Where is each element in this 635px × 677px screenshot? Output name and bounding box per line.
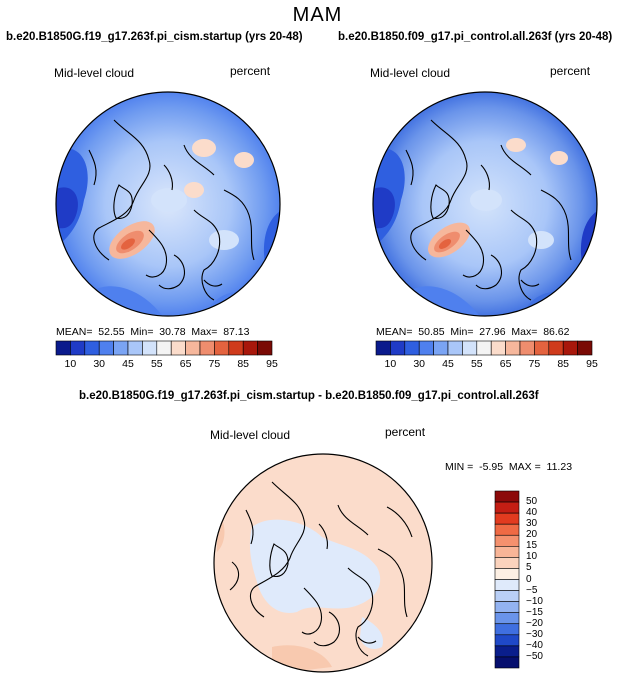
panel-1-units: percent: [230, 64, 271, 78]
colorbar-tick-label: 5: [526, 562, 532, 574]
colorbar-swatch: [418, 340, 434, 356]
panel-3-units: percent: [385, 425, 426, 439]
colorbar-swatch: [519, 340, 535, 356]
colorbar-tick-label: −30: [526, 628, 543, 640]
colorbar-tick-label: 55: [470, 358, 483, 370]
colorbar-swatch: [127, 340, 143, 356]
colorbar-swatch: [548, 340, 564, 356]
colorbar-swatch: [257, 340, 273, 356]
panel-1-polar-map: [55, 91, 281, 317]
colorbar-swatch: [494, 601, 520, 613]
colorbar-swatch: [494, 645, 520, 658]
panel-2-colorbar: [375, 340, 593, 356]
colorbar-swatch: [113, 340, 129, 356]
colorbar-swatch: [242, 340, 258, 356]
colorbar-tick-label: 10: [526, 551, 538, 563]
colorbar-swatch: [476, 340, 492, 356]
colorbar-swatch: [505, 340, 521, 356]
colorbar-tick-label: 85: [557, 358, 570, 370]
colorbar-tick-label: 40: [526, 507, 538, 519]
panel-2-units: percent: [550, 64, 591, 78]
colorbar-tick-label: 0: [526, 573, 532, 585]
colorbar-tick-label: −20: [526, 617, 543, 629]
colorbar-tick-label: −5: [526, 584, 538, 596]
colorbar-swatch: [494, 557, 520, 569]
panel-1-title: b.e20.B1850G.f19_g17.263f.pi_cism.startu…: [6, 31, 303, 43]
panel-1-colorbar: [55, 340, 273, 356]
colorbar-tick-label: 95: [586, 358, 598, 370]
colorbar-swatch: [494, 590, 520, 602]
colorbar-tick-label: 45: [122, 358, 134, 370]
colorbar-swatch: [462, 340, 478, 356]
colorbar-swatch: [228, 340, 244, 356]
colorbar-swatch: [55, 340, 71, 356]
colorbar-swatch: [404, 340, 420, 356]
colorbar-tick-label: 95: [266, 358, 278, 370]
colorbar-swatch: [185, 340, 201, 356]
colorbar-swatch: [494, 501, 520, 514]
colorbar-tick-label: −15: [526, 606, 543, 618]
colorbar-swatch: [494, 568, 520, 580]
colorbar-tick-label: 30: [93, 358, 106, 370]
panel-1-stats: MEAN= 52.55 Min= 30.78 Max= 87.13: [56, 326, 250, 338]
colorbar-tick-label: 75: [208, 358, 221, 370]
colorbar-swatch: [494, 612, 520, 625]
colorbar-tick-label: 30: [413, 358, 426, 370]
colorbar-swatch: [142, 340, 158, 356]
colorbar-tick-label: 65: [499, 358, 512, 370]
colorbar-swatch: [494, 579, 520, 591]
colorbar-swatch: [390, 340, 406, 356]
colorbar-swatch: [84, 340, 100, 356]
panel-2-polar-map: [372, 91, 598, 317]
colorbar-tick-label: 85: [237, 358, 250, 370]
colorbar-swatch: [494, 634, 520, 647]
colorbar-swatch: [199, 340, 215, 356]
colorbar-swatch: [375, 340, 391, 356]
colorbar-swatch: [70, 340, 86, 356]
colorbar-swatch: [494, 512, 520, 525]
panel-3-stats: MIN = -5.95 MAX = 11.23: [445, 461, 573, 473]
colorbar-swatch: [433, 340, 449, 356]
colorbar-tick-label: 10: [384, 358, 397, 370]
colorbar-tick-label: 55: [150, 358, 163, 370]
colorbar-swatch: [170, 340, 186, 356]
colorbar-swatch: [156, 340, 172, 356]
panel-3-polar-map: [213, 453, 433, 673]
panel-2-stats: MEAN= 50.85 Min= 27.96 Max= 86.62: [376, 326, 570, 338]
colorbar-swatch: [494, 656, 520, 669]
colorbar-tick-label: 15: [526, 540, 538, 552]
colorbar-swatch: [98, 340, 114, 356]
colorbar-tick-label: 30: [526, 518, 538, 530]
panel-2-title: b.e20.B1850.f09_g17.pi_control.all.263f …: [338, 31, 613, 43]
panel-1-variable: Mid-level cloud: [54, 66, 135, 80]
colorbar-tick-label: 65: [179, 358, 192, 370]
colorbar-swatch: [490, 340, 506, 356]
colorbar-tick-label: 45: [442, 358, 454, 370]
colorbar-swatch: [494, 623, 520, 636]
colorbar-tick-label: −50: [526, 650, 543, 662]
page-title: MAM: [292, 4, 343, 26]
colorbar-swatch: [214, 340, 230, 356]
panel-2-variable: Mid-level cloud: [370, 66, 451, 80]
colorbar-swatch: [494, 490, 520, 503]
colorbar-swatch: [494, 534, 520, 547]
colorbar-swatch: [494, 523, 520, 536]
colorbar-tick-label: 50: [526, 496, 538, 508]
colorbar-tick-label: 10: [64, 358, 77, 370]
panel-3-title: b.e20.B1850G.f19_g17.263f.pi_cism.startu…: [79, 390, 539, 402]
colorbar-swatch: [447, 340, 463, 356]
colorbar-swatch: [494, 546, 520, 558]
colorbar-swatch: [577, 340, 593, 356]
colorbar-swatch: [562, 340, 578, 356]
colorbar-tick-label: 20: [526, 529, 538, 541]
colorbar-tick-label: −40: [526, 639, 543, 651]
panel-3-variable: Mid-level cloud: [210, 428, 291, 442]
panel-3-colorbar: [494, 490, 520, 669]
colorbar-tick-label: −10: [526, 595, 543, 607]
colorbar-swatch: [534, 340, 550, 356]
colorbar-tick-label: 75: [528, 358, 541, 370]
